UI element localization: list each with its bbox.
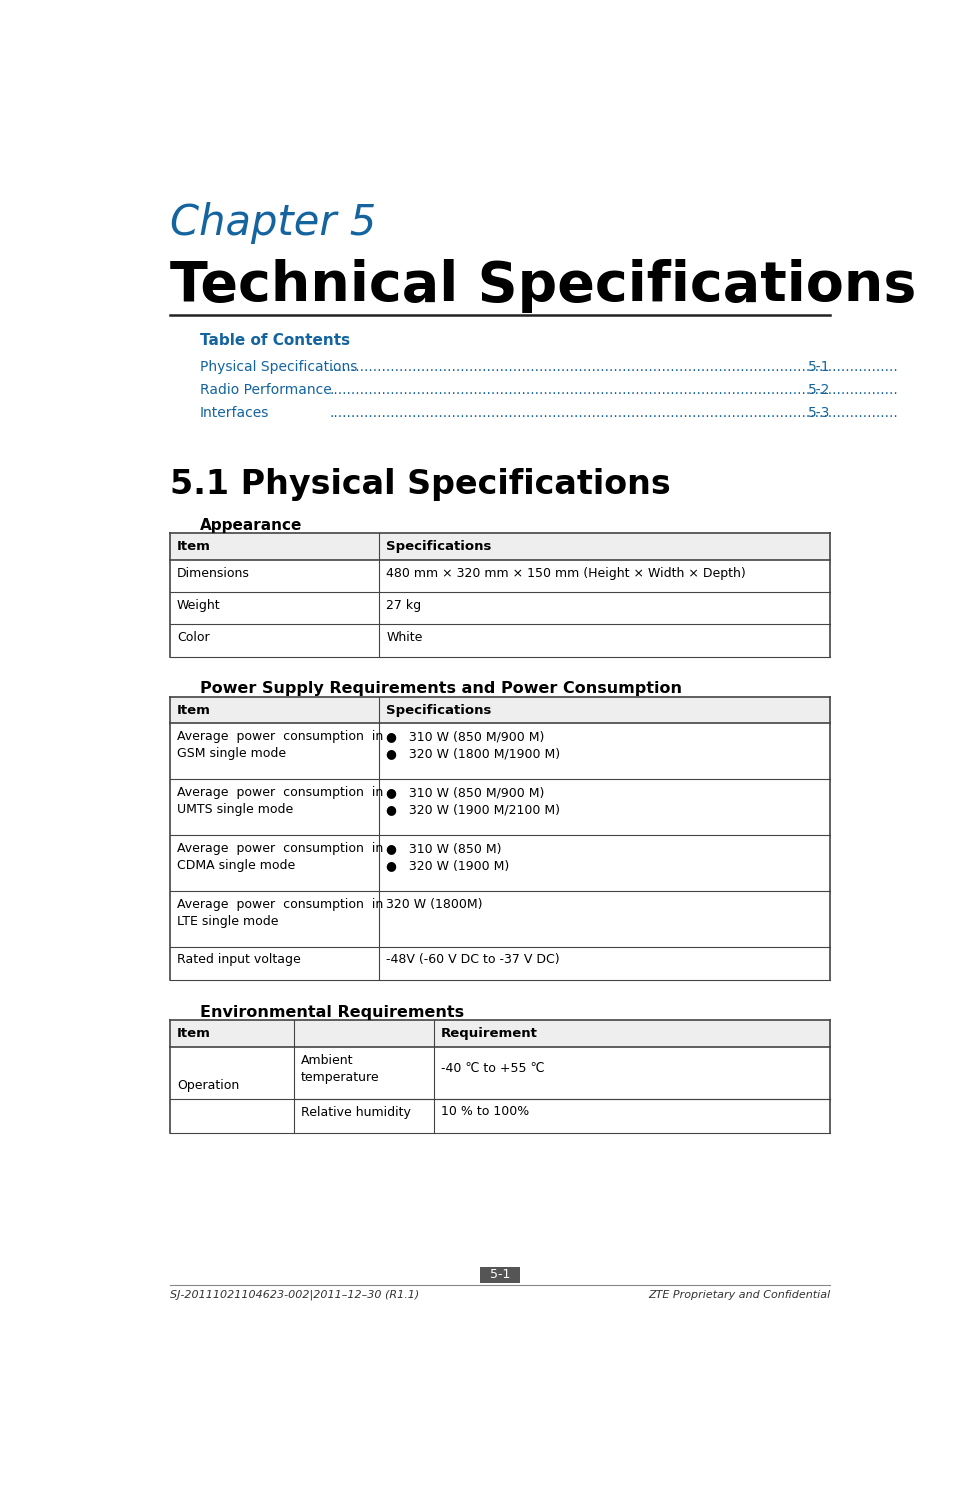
Text: Item: Item (177, 541, 211, 553)
Text: 27 kg: 27 kg (386, 599, 422, 613)
Bar (170, 1047, 831, 1100)
Text: Appearance: Appearance (199, 518, 302, 533)
Text: 10 % to 100%: 10 % to 100% (440, 1104, 529, 1118)
Text: ................................................................................: ........................................… (330, 384, 899, 397)
Bar (170, 723, 831, 778)
Text: ................................................................................: ........................................… (330, 406, 899, 420)
Text: Chapter 5: Chapter 5 (170, 202, 377, 245)
Text: Relative humidity: Relative humidity (301, 1106, 411, 1119)
Text: Power Supply Requirements and Power Consumption: Power Supply Requirements and Power Cons… (199, 681, 681, 696)
Bar (480, 1267, 520, 1283)
Text: 320 W (1800M): 320 W (1800M) (386, 898, 483, 910)
Text: Interfaces: Interfaces (199, 406, 268, 420)
Text: Physical Specifications: Physical Specifications (199, 360, 357, 374)
Bar (170, 592, 831, 624)
Text: Item: Item (177, 704, 211, 717)
Text: Specifications: Specifications (386, 541, 492, 553)
Text: Radio Performance: Radio Performance (199, 384, 331, 397)
Text: Average  power  consumption  in
UMTS single mode: Average power consumption in UMTS single… (177, 786, 384, 816)
Bar (170, 835, 831, 890)
Text: 5.1 Physical Specifications: 5.1 Physical Specifications (170, 468, 671, 500)
Text: ●   310 W (850 M/900 M)
●   320 W (1800 M/1900 M): ● 310 W (850 M/900 M) ● 320 W (1800 M/19… (386, 731, 560, 760)
Text: Ambient
temperature: Ambient temperature (301, 1053, 380, 1083)
Text: Environmental Requirements: Environmental Requirements (199, 1005, 464, 1020)
Text: -48V (-60 V DC to -37 V DC): -48V (-60 V DC to -37 V DC) (386, 953, 560, 967)
Bar (170, 533, 831, 560)
Text: Average  power  consumption  in
CDMA single mode: Average power consumption in CDMA single… (177, 841, 384, 871)
Text: ................................................................................: ........................................… (330, 360, 899, 374)
Text: SJ-20111021104623-002|2011–12–30 (R1.1): SJ-20111021104623-002|2011–12–30 (R1.1) (170, 1289, 420, 1300)
Text: 5-3: 5-3 (808, 406, 831, 420)
Text: -40 ℃ to +55 ℃: -40 ℃ to +55 ℃ (440, 1062, 544, 1074)
Text: Table of Contents: Table of Contents (199, 333, 349, 348)
Bar (170, 890, 831, 947)
Bar (170, 1100, 831, 1132)
Text: ZTE Proprietary and Confidential: ZTE Proprietary and Confidential (648, 1289, 831, 1300)
Text: White: White (386, 632, 423, 644)
Text: Dimensions: Dimensions (177, 566, 250, 580)
Bar (170, 947, 831, 980)
Text: ●   310 W (850 M/900 M)
●   320 W (1900 M/2100 M): ● 310 W (850 M/900 M) ● 320 W (1900 M/21… (386, 786, 560, 816)
Text: Requirement: Requirement (440, 1028, 538, 1040)
Text: 5-1: 5-1 (808, 360, 831, 374)
Bar (170, 696, 831, 723)
Bar (170, 560, 831, 592)
Text: Item: Item (177, 1028, 211, 1040)
Text: 5-2: 5-2 (808, 384, 831, 397)
Text: 5-1: 5-1 (490, 1268, 510, 1282)
Text: Average  power  consumption  in
GSM single mode: Average power consumption in GSM single … (177, 731, 384, 760)
Text: 480 mm × 320 mm × 150 mm (Height × Width × Depth): 480 mm × 320 mm × 150 mm (Height × Width… (386, 566, 746, 580)
Text: Rated input voltage: Rated input voltage (177, 953, 301, 967)
Text: Specifications: Specifications (386, 704, 492, 717)
Text: Technical Specifications: Technical Specifications (170, 260, 916, 314)
Text: Average  power  consumption  in
LTE single mode: Average power consumption in LTE single … (177, 898, 384, 928)
Text: Weight: Weight (177, 599, 221, 613)
Bar (170, 624, 831, 657)
Text: Color: Color (177, 632, 210, 644)
Bar (170, 778, 831, 835)
Text: ●   310 W (850 M)
●   320 W (1900 M): ● 310 W (850 M) ● 320 W (1900 M) (386, 841, 509, 871)
Bar (170, 1020, 831, 1047)
Text: Operation: Operation (177, 1079, 239, 1092)
